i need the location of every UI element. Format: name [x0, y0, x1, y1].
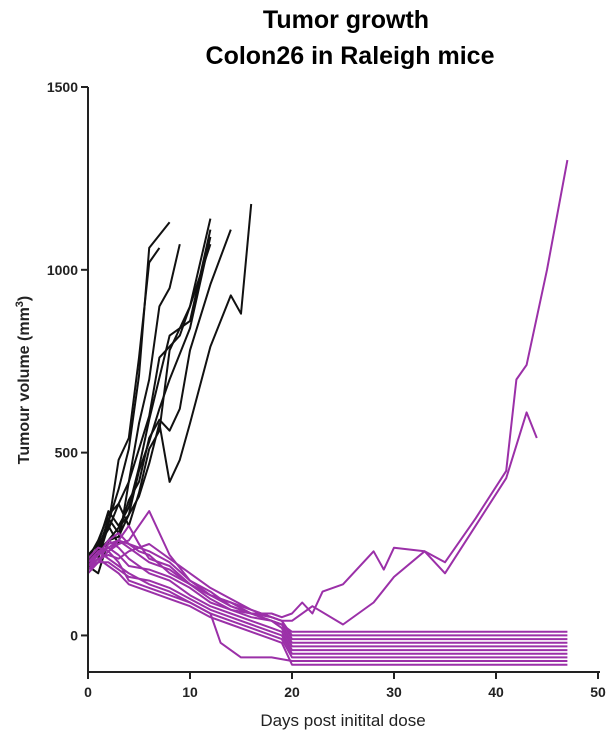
y-axis-label-close: ): [16, 296, 33, 301]
series-line-treated-17: [87, 539, 568, 652]
series-line-treated-11: [87, 411, 538, 626]
series-line-treated-21: [87, 557, 568, 666]
y-tick-label-4: 1500: [47, 79, 78, 95]
series-line-control-5: [87, 229, 212, 556]
y-axis-label-superscript: 3: [14, 301, 26, 307]
chart-title-line-2: Colon26 in Raleigh mice: [206, 42, 495, 70]
series-line-treated-18: [87, 561, 568, 655]
series-line-control-9: [87, 203, 253, 563]
x-tick-label-3: 20: [284, 684, 300, 700]
y-axis-label: Tumour volume (mm3): [14, 296, 33, 465]
x-tick-label-5: 40: [488, 684, 504, 700]
series-line-treated-12: [87, 532, 568, 633]
series-line-treated-10: [87, 159, 569, 619]
chart-title-line-1: Tumor growth: [263, 6, 429, 34]
series-line-treated-16: [87, 546, 568, 648]
x-axis-label: Days post initital dose: [260, 711, 425, 730]
series-line-control-8: [87, 229, 232, 560]
series-line-control-4: [87, 218, 212, 571]
x-tick-label-2: 10: [182, 684, 198, 700]
y-tick-label-3: 1000: [47, 262, 78, 278]
x-tick-label-1: 0: [84, 684, 92, 700]
x-tick-label-6: 50: [590, 684, 606, 700]
series-line-control-6: [87, 243, 212, 563]
y-axis-label-main: Tumour volume (mm: [16, 307, 33, 464]
x-tick-label-4: 30: [386, 684, 402, 700]
series-line-treated-20: [87, 546, 568, 662]
series-layer: [87, 159, 569, 666]
y-tick-label-2: 500: [55, 445, 79, 461]
y-tick-label-1: 0: [70, 627, 78, 643]
series-line-treated-19: [87, 550, 568, 659]
